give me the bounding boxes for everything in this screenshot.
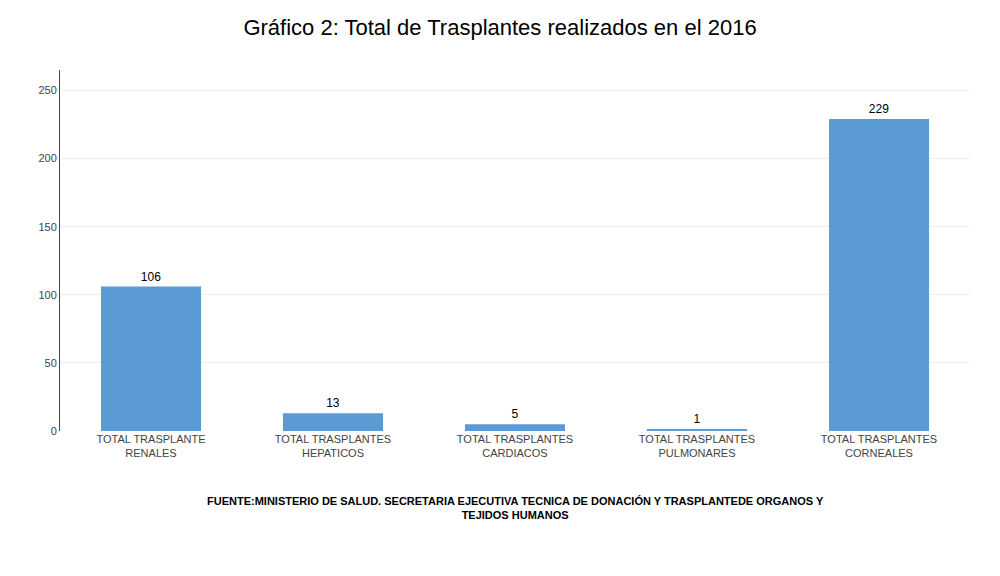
svg-text:TOTAL TRASPLANTERENALES: TOTAL TRASPLANTERENALES (96, 433, 205, 459)
svg-text:50: 50 (45, 357, 57, 369)
svg-text:13: 13 (326, 396, 340, 410)
svg-text:229: 229 (869, 102, 889, 116)
svg-text:100: 100 (38, 289, 56, 301)
svg-text:106: 106 (141, 270, 161, 284)
svg-text:5: 5 (512, 407, 519, 421)
svg-text:TOTAL TRASPLANTESPULMONARES: TOTAL TRASPLANTESPULMONARES (639, 433, 755, 459)
svg-text:0: 0 (51, 425, 57, 437)
svg-text:TOTAL TRASPLANTESCORNEALES: TOTAL TRASPLANTESCORNEALES (821, 433, 937, 459)
svg-text:TOTAL TRASPLANTESHEPATICOS: TOTAL TRASPLANTESHEPATICOS (275, 433, 391, 459)
svg-text:1: 1 (694, 412, 701, 426)
svg-text:TOTAL TRASPLANTESCARDIACOS: TOTAL TRASPLANTESCARDIACOS (457, 433, 573, 459)
svg-text:150: 150 (38, 221, 56, 233)
svg-text:FUENTE:MINISTERIO DE SALUD. SE: FUENTE:MINISTERIO DE SALUD. SECRETARIA E… (207, 495, 824, 521)
svg-text:250: 250 (38, 84, 56, 96)
svg-text:200: 200 (38, 152, 56, 164)
svg-text:Gráfico 2: Total de Trasplante: Gráfico 2: Total de Trasplantes realizad… (243, 15, 756, 40)
